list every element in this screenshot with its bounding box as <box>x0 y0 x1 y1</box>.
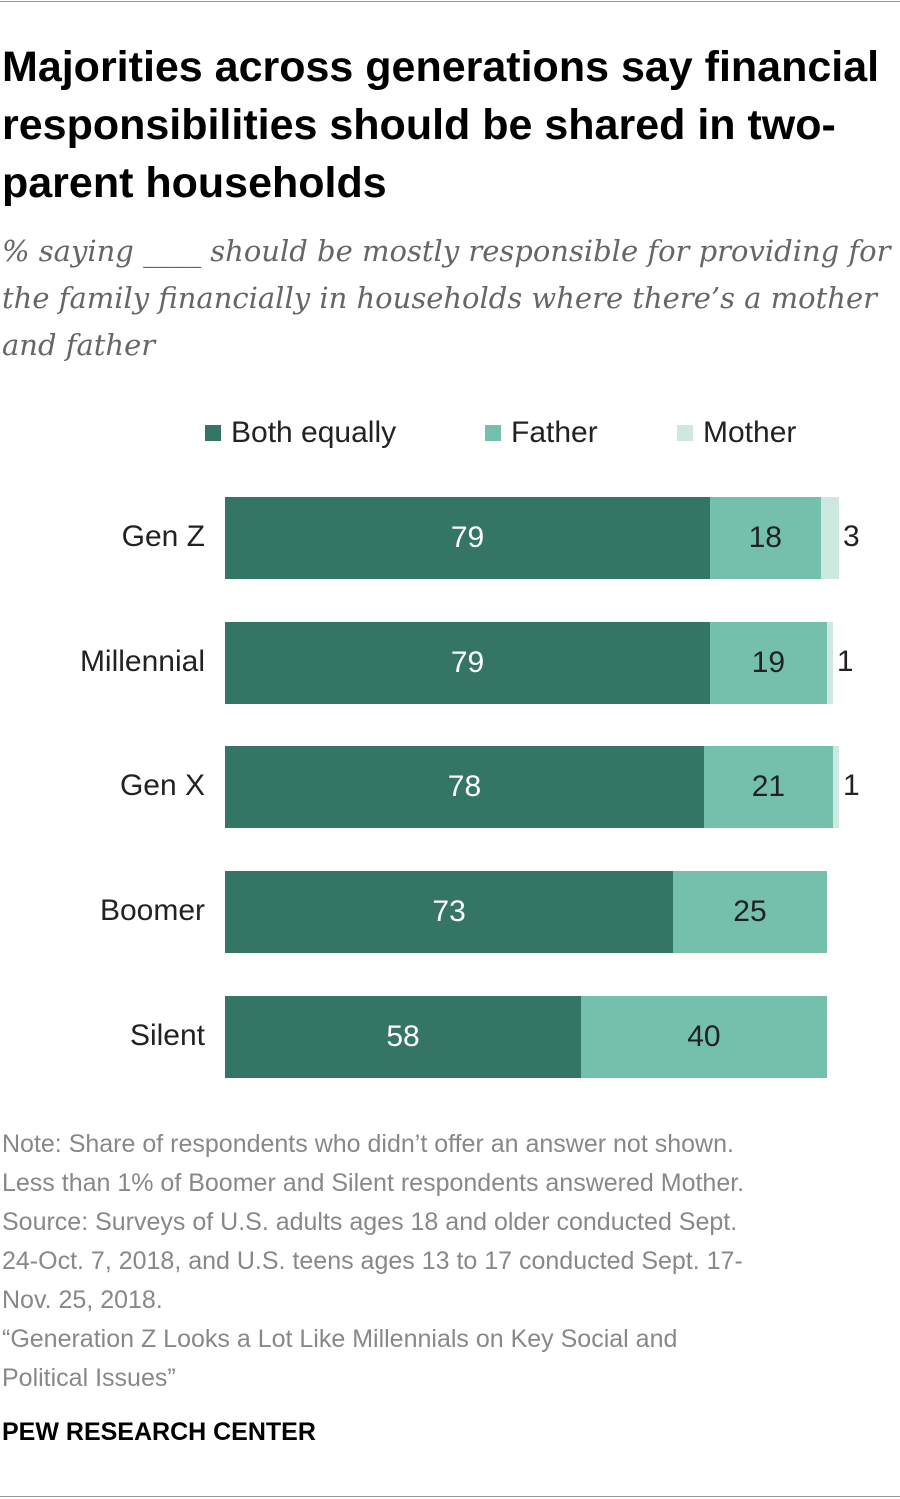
bar-segment: 40 <box>581 995 827 1078</box>
legend-swatch <box>205 425 221 441</box>
bar-segment <box>826 621 833 704</box>
top-rule <box>0 1 900 2</box>
category-label: Silent <box>129 1018 205 1052</box>
bar-segment: 79 <box>225 497 711 579</box>
notes: Note: Share of respondents who didn’t of… <box>2 1125 897 1398</box>
legend-item: Both equally <box>205 416 396 450</box>
source-line: 24-Oct. 7, 2018, and U.S. teens ages 13 … <box>2 1247 743 1275</box>
legend-swatch <box>485 425 501 441</box>
bottom-rule <box>0 1496 900 1497</box>
note-line: Note: Share of respondents who didn’t of… <box>2 1130 734 1158</box>
bar-segment: 21 <box>703 746 833 829</box>
legend-label: Father <box>511 416 598 449</box>
data-label: 1 <box>843 769 860 803</box>
category-label: Millennial <box>79 644 205 678</box>
source-line: Nov. 25, 2018. <box>2 1286 163 1314</box>
bar-segment <box>832 746 839 829</box>
bar-segment: 19 <box>710 621 827 704</box>
brand-logo-text: PEW RESEARCH CENTER <box>2 1418 316 1446</box>
bar-segment: 25 <box>673 871 827 954</box>
note-line: Less than 1% of Boomer and Silent respon… <box>2 1169 745 1197</box>
legend-item: Mother <box>677 416 796 450</box>
legend-item: Father <box>485 416 598 450</box>
bar-segment <box>820 497 839 579</box>
category-label: Gen Z <box>121 520 205 553</box>
legend-label: Mother <box>703 416 797 449</box>
data-label: 1 <box>836 644 854 678</box>
source-line: Source: Surveys of U.S. adults ages 18 a… <box>2 1208 738 1236</box>
bar-segment: 79 <box>225 621 711 704</box>
bar-segment: 58 <box>225 995 582 1078</box>
report-title-line: Political Issues” <box>2 1364 176 1392</box>
category-label: Gen X <box>119 769 205 803</box>
bar-segment: 18 <box>710 497 821 579</box>
category-label: Boomer <box>99 894 205 928</box>
data-label: 3 <box>843 520 860 553</box>
chart-title: Majorities across generations say financ… <box>2 43 880 207</box>
legend-label: Both equally <box>231 416 397 449</box>
bar-segment: 78 <box>225 746 704 829</box>
report-title-line: “Generation Z Looks a Lot Like Millennia… <box>2 1325 678 1353</box>
legend-swatch <box>677 425 693 441</box>
bar-segment: 73 <box>225 871 674 954</box>
chart-subtitle: % saying ____ should be mostly responsib… <box>2 234 891 362</box>
